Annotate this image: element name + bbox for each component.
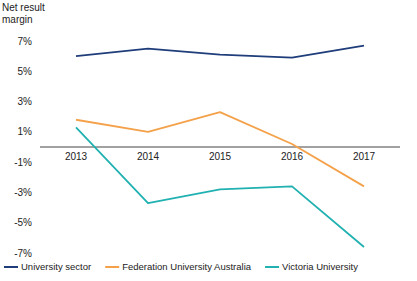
y-tick — [37, 41, 40, 42]
x-tick-label: 2017 — [353, 151, 376, 162]
x-tick-label: 2016 — [281, 151, 304, 162]
legend-swatch — [105, 266, 119, 268]
y-tick — [37, 162, 40, 163]
series-line — [76, 112, 364, 186]
y-tick — [37, 101, 40, 102]
y-tick-label: 5% — [18, 66, 33, 77]
y-tick-label: -7% — [14, 248, 32, 259]
series-line — [76, 127, 364, 247]
y-tick — [37, 71, 40, 72]
y-tick-label: -1% — [14, 157, 32, 168]
y-tick — [37, 192, 40, 193]
y-tick — [37, 131, 40, 132]
y-tick-label: -5% — [14, 217, 32, 228]
y-tick-label: 3% — [18, 96, 33, 107]
legend-swatch — [4, 266, 18, 268]
plot-area — [76, 46, 364, 247]
y-tick-label: 7% — [18, 36, 33, 47]
legend-label: University sector — [21, 261, 91, 272]
y-axis-title: Net resultmargin — [2, 2, 45, 25]
y-tick — [37, 253, 40, 254]
series-line — [76, 46, 364, 58]
x-tick-label: 2013 — [65, 151, 88, 162]
y-tick — [37, 222, 40, 223]
legend-swatch — [265, 266, 279, 268]
x-tick-label: 2015 — [209, 151, 232, 162]
x-tick-label: 2014 — [137, 151, 160, 162]
y-tick-label: -3% — [14, 187, 32, 198]
y-axis-title-line: margin — [2, 14, 33, 25]
chart: Net resultmargin 7% 5% 3% 1% -1% -3% -5% -7% 2013… — [0, 0, 417, 281]
y-axis-title-line: Net result — [2, 2, 45, 13]
legend-label: Victoria University — [282, 261, 358, 272]
legend-label: Federation University Australia — [122, 261, 252, 272]
y-tick-label: 1% — [18, 126, 33, 137]
